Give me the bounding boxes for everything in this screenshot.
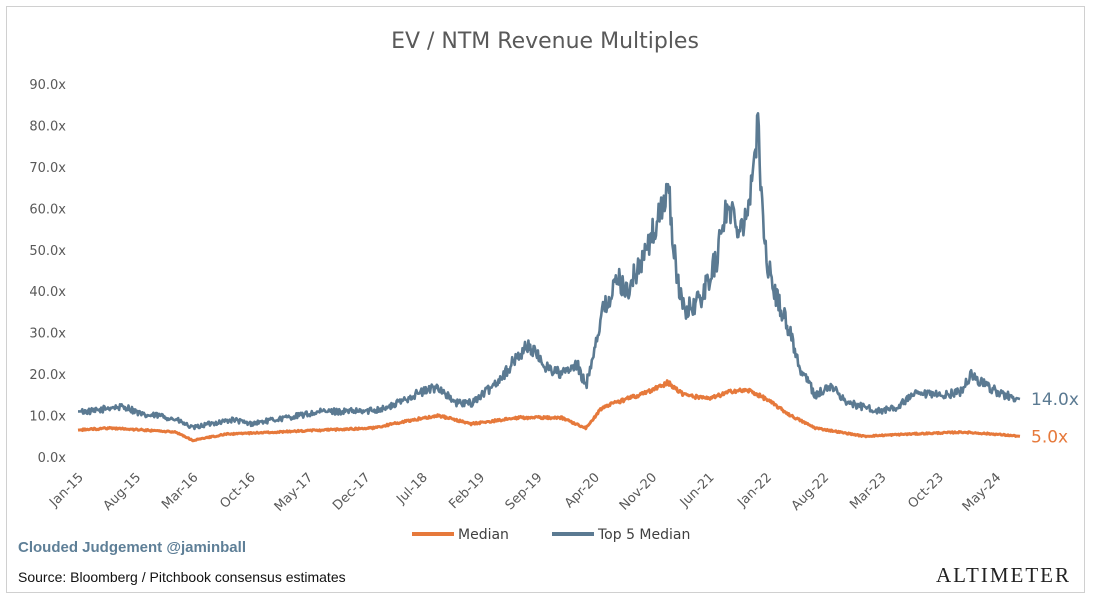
chart-title: EV / NTM Revenue Multiples [391,29,699,54]
x-axis: Jan-15 Aug-15 Mar-16 Oct-16 May-17 Dec-17 Jul-… [46,470,1004,514]
x-tick-label: Jun-21 [677,470,718,511]
chart-frame [6,6,1085,593]
x-tick-label: May-17 [272,470,316,514]
source-note: Source: Bloomberg / Pitchbook consensus … [18,569,346,585]
y-tick-label: 50.0x [29,244,66,259]
x-tick-label: Jan-22 [734,470,775,511]
x-tick-label: Sep-19 [503,470,546,513]
x-tick-label: Dec-17 [330,470,373,513]
end-labels: 14.0x 5.0x [1031,390,1079,447]
y-tick-label: 90.0x [29,78,66,93]
legend: Median Top 5 Median [412,527,690,543]
y-tick-label: 80.0x [29,119,66,134]
y-tick-label: 40.0x [29,285,66,300]
series-line-median [77,379,1021,443]
x-tick-label: Oct-23 [905,470,947,512]
x-tick-label: Mar-23 [847,470,889,512]
x-tick-label: Jul-18 [393,470,430,507]
series-line-top-5-median [77,112,1021,431]
brand-credit: Clouded Judgement @jaminball [18,539,246,556]
y-tick-label: 60.0x [29,202,66,217]
altimeter-logo: ALTIMETER [935,563,1071,587]
end-label-top-5-median: 14.0x [1031,390,1079,410]
end-label-median: 5.0x [1031,427,1068,447]
legend-label: Median [458,527,509,543]
y-tick-label: 10.0x [29,410,66,425]
x-tick-label: Apr-20 [562,470,603,511]
x-tick-label: Nov-20 [617,470,660,513]
y-tick-label: 70.0x [29,161,66,176]
plot-area [77,112,1021,443]
x-tick-label: Oct-16 [217,470,259,512]
x-tick-label: May-24 [960,470,1004,514]
x-tick-label: Aug-15 [101,470,145,514]
legend-label: Top 5 Median [597,527,690,543]
y-tick-label: 20.0x [29,368,66,383]
y-axis: 0.0x 10.0x 20.0x 30.0x 40.0x 50.0x 60.0x 70.0x 8… [29,78,66,466]
y-tick-label: 0.0x [38,451,67,466]
x-tick-label: Aug-22 [789,470,833,514]
x-tick-label: Feb-19 [446,470,488,512]
y-tick-label: 30.0x [29,327,66,342]
x-tick-label: Mar-16 [159,470,201,512]
x-tick-label: Jan-15 [46,470,87,511]
